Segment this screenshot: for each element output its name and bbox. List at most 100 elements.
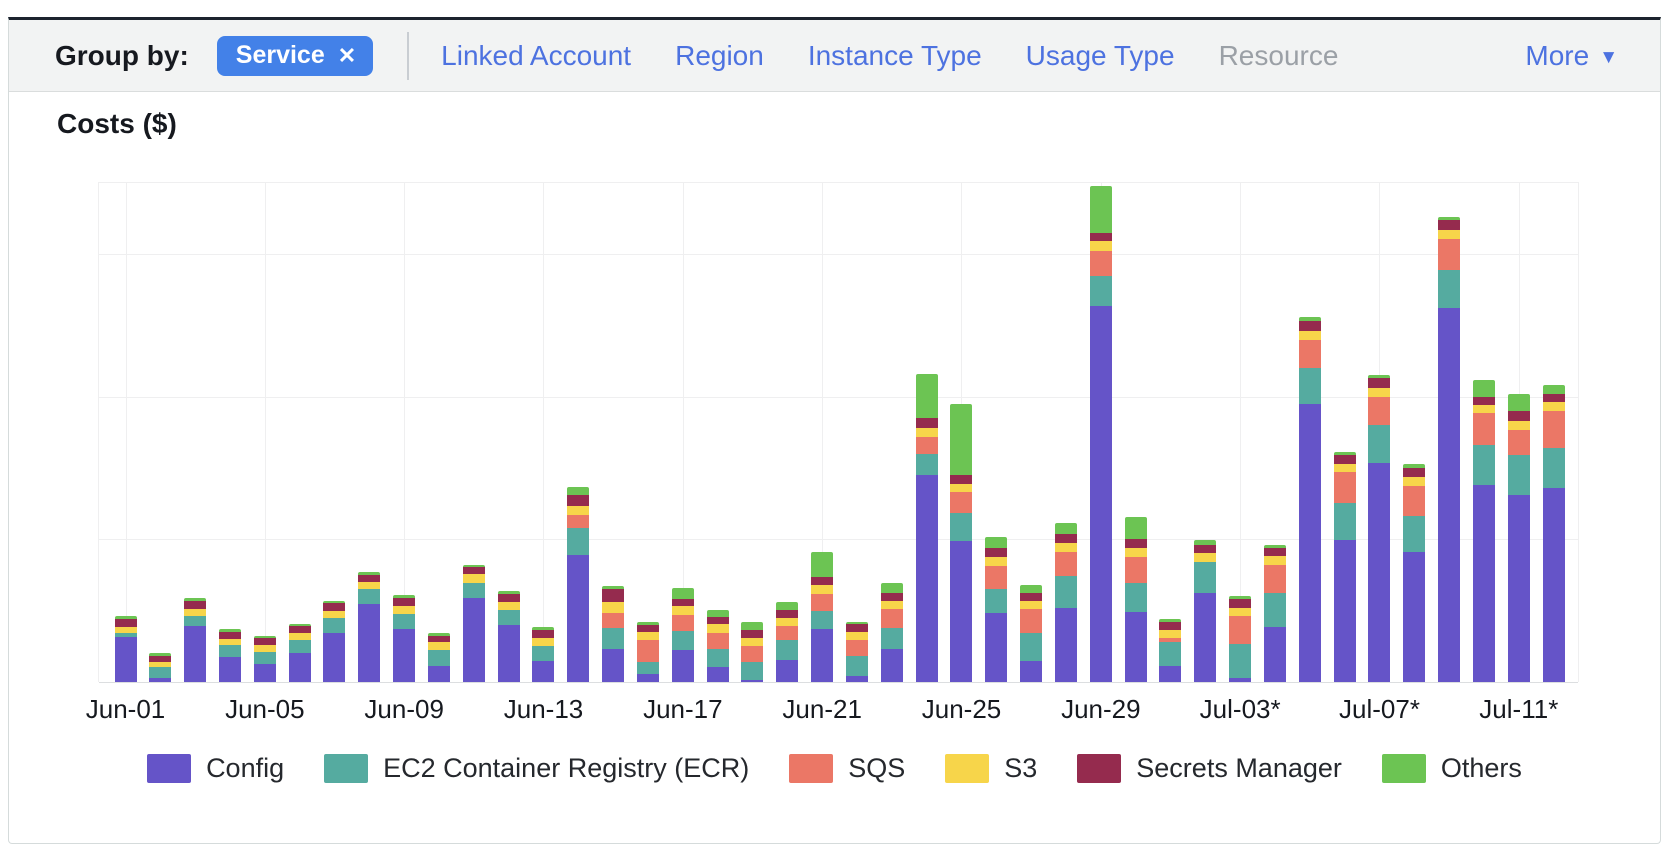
group-by-link-usage-type[interactable]: Usage Type [1025, 39, 1175, 71]
bar-segment-others [636, 622, 659, 625]
bar-Jun-07[interactable] [323, 600, 346, 682]
bar-Jul-08[interactable] [1403, 464, 1426, 682]
bar-Jun-08[interactable] [358, 571, 381, 682]
bar-Jun-26[interactable] [985, 537, 1008, 682]
bar-segment-others [1194, 539, 1217, 545]
y-gridline [99, 254, 1578, 255]
group-by-link-region[interactable]: Region [675, 39, 764, 71]
more-dropdown[interactable]: More ▼ [1525, 40, 1618, 72]
bar-segment-ec2-container-registry-ecr [427, 650, 450, 666]
bar-Jun-20[interactable] [776, 601, 799, 682]
bar-Jul-12[interactable] [1542, 384, 1565, 682]
bar-Jul-09[interactable] [1438, 216, 1461, 682]
group-by-toolbar: Group by: Service ✕ Linked Account Regio… [9, 20, 1660, 92]
bar-segment-ec2-container-registry-ecr [776, 640, 799, 660]
bar-segment-sqs [1542, 411, 1565, 448]
bar-Jun-29[interactable] [1089, 186, 1112, 682]
bar-segment-sqs [706, 633, 729, 649]
bar-segment-ec2-container-registry-ecr [358, 589, 381, 604]
bar-Jul-11[interactable] [1507, 394, 1530, 682]
bar-segment-others [1472, 379, 1495, 397]
legend-swatch-icon [147, 754, 192, 783]
bar-segment-sqs [671, 615, 694, 631]
bar-Jun-11[interactable] [462, 564, 485, 682]
group-by-link-instance-type[interactable]: Instance Type [807, 39, 982, 71]
bar-segment-others [1054, 522, 1077, 534]
bar-Jun-25[interactable] [950, 403, 973, 682]
bar-segment-sqs [1403, 486, 1426, 516]
bar-segment-config [950, 541, 973, 682]
plot-area: Jun-01 Jun-05 Jun-09 Jun-13 Jun-17 Jun-21 Jun-… [86, 182, 1579, 724]
bar-segment-s3 [950, 483, 973, 492]
bar-Jun-16[interactable] [636, 622, 659, 682]
bar-segment-sqs [1020, 608, 1043, 633]
bar-segment-secrets-manager [1507, 411, 1530, 421]
x-tick-label: Jun-17 [643, 694, 723, 724]
bar-segment-ec2-container-registry-ecr [636, 662, 659, 674]
bar-Jun-19[interactable] [741, 621, 764, 682]
bar-segment-others [950, 403, 973, 475]
bar-Jun-02[interactable] [149, 652, 172, 682]
bar-Jul-05[interactable] [1298, 317, 1321, 682]
group-by-chip-service[interactable]: Service ✕ [216, 35, 374, 76]
legend-label: SQS [848, 753, 906, 783]
bar-segment-sqs [811, 593, 834, 611]
bar-Jun-09[interactable] [393, 595, 416, 682]
bar-segment-config [1089, 306, 1112, 682]
bar-segment-others [1368, 374, 1391, 378]
bar-Jun-17[interactable] [671, 588, 694, 682]
chip-close-icon[interactable]: ✕ [337, 42, 357, 68]
group-by-link-linked-account[interactable]: Linked Account [441, 39, 632, 71]
x-tick-label: Jun-09 [364, 694, 444, 724]
bar-segment-s3 [636, 632, 659, 640]
bar-segment-ec2-container-registry-ecr [1333, 503, 1356, 540]
bar-segment-s3 [462, 574, 485, 583]
bar-Jun-30[interactable] [1124, 517, 1147, 682]
bar-Jun-01[interactable] [114, 616, 137, 682]
bar-segment-sqs [915, 437, 938, 454]
bar-segment-ec2-container-registry-ecr [1368, 425, 1391, 463]
bar-Jun-04[interactable] [218, 629, 241, 682]
bar-Jul-01[interactable] [1159, 619, 1182, 682]
bar-segment-config [149, 678, 172, 682]
bar-Jun-23[interactable] [880, 583, 903, 682]
bar-segment-config [1542, 487, 1565, 682]
bar-segment-s3 [393, 606, 416, 614]
bar-Jun-13[interactable] [532, 626, 555, 682]
bar-Jul-02[interactable] [1194, 539, 1217, 682]
bar-Jun-22[interactable] [845, 621, 868, 682]
bar-Jun-15[interactable] [602, 585, 625, 682]
bar-Jul-10[interactable] [1472, 379, 1495, 682]
bar-segment-ec2-container-registry-ecr [567, 528, 590, 555]
legend-label: S3 [1004, 753, 1038, 783]
bar-Jun-03[interactable] [184, 598, 207, 682]
bar-Jun-28[interactable] [1054, 522, 1077, 682]
bar-Jun-27[interactable] [1020, 584, 1043, 682]
bar-segment-others [288, 623, 311, 626]
bar-Jun-21[interactable] [811, 552, 834, 682]
x-tick-label: Jun-13 [503, 694, 584, 724]
bar-Jun-05[interactable] [253, 635, 276, 682]
bar-Jun-14[interactable] [567, 486, 590, 682]
bar-Jun-06[interactable] [288, 623, 311, 682]
bar-Jul-06[interactable] [1333, 451, 1356, 682]
chip-label: Service [235, 41, 325, 69]
bar-segment-s3 [1194, 552, 1217, 562]
bar-Jun-12[interactable] [497, 591, 520, 682]
bar-segment-config [1368, 462, 1391, 682]
bar-segment-config [915, 475, 938, 682]
bar-Jun-10[interactable] [427, 633, 450, 682]
bar-Jul-03[interactable] [1229, 595, 1252, 682]
bar-segment-secrets-manager [602, 588, 625, 602]
bar-Jun-18[interactable] [706, 609, 729, 682]
bar-segment-secrets-manager [1472, 396, 1495, 405]
bar-segment-s3 [1054, 543, 1077, 552]
bar-Jul-07[interactable] [1368, 374, 1391, 682]
bar-segment-others [1542, 384, 1565, 394]
bar-Jun-24[interactable] [915, 373, 938, 682]
bar-segment-others [880, 583, 903, 593]
bar-segment-secrets-manager [671, 599, 694, 606]
v-gridline [125, 182, 127, 682]
chart-title: Costs ($) [57, 108, 177, 139]
bar-Jul-04[interactable] [1263, 544, 1286, 682]
